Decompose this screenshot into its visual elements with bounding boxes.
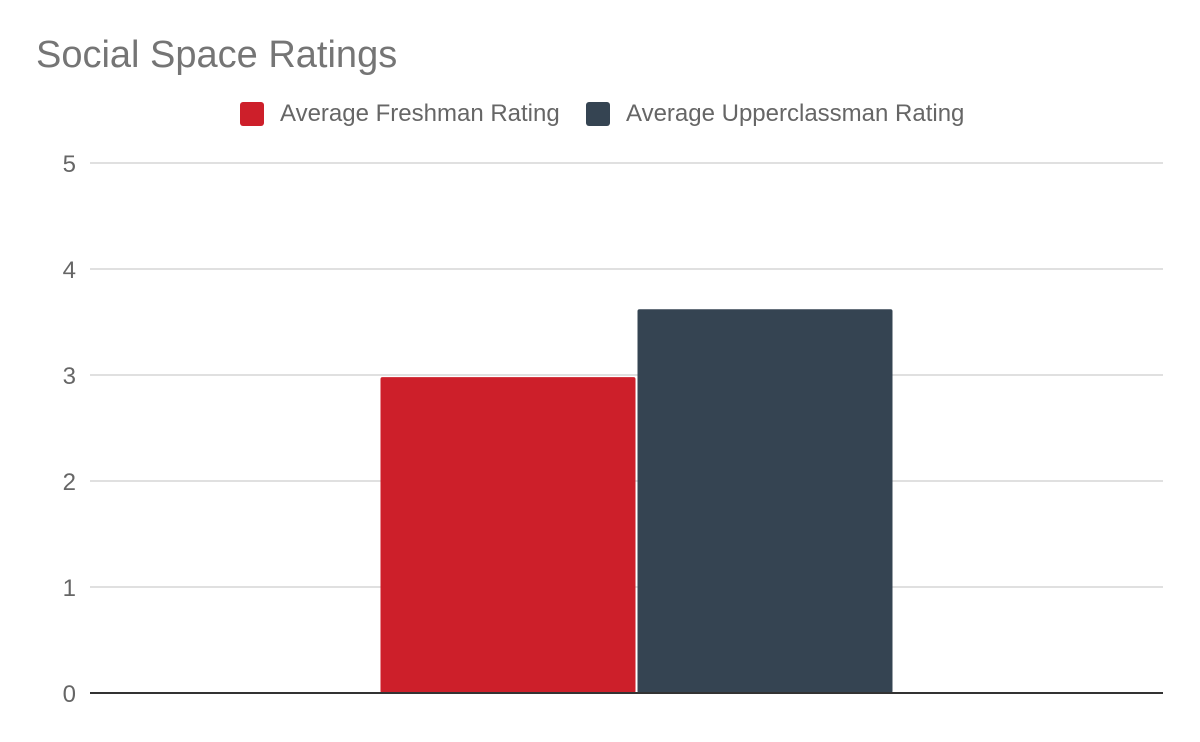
y-tick-label-0: 0 xyxy=(63,681,76,708)
legend-label-freshman: Average Freshman Rating xyxy=(280,100,560,127)
y-tick-label-4: 4 xyxy=(63,257,76,284)
legend: Average Freshman Rating Average Uppercla… xyxy=(0,96,1200,132)
legend-item-freshman: Average Freshman Rating xyxy=(240,96,560,132)
bar-upperclassman xyxy=(637,309,893,693)
legend-swatch-freshman xyxy=(240,102,264,126)
y-tick-label-2: 2 xyxy=(63,469,76,496)
y-tick-label-3: 3 xyxy=(63,363,76,390)
chart-title: Social Space Ratings xyxy=(36,34,398,76)
legend-item-upperclassman: Average Upperclassman Rating xyxy=(586,96,964,132)
legend-swatch-upperclassman xyxy=(586,102,610,126)
y-tick-label-5: 5 xyxy=(63,151,76,178)
y-tick-label-1: 1 xyxy=(63,575,76,602)
legend-label-upperclassman: Average Upperclassman Rating xyxy=(626,100,965,127)
bar-freshman xyxy=(380,377,636,693)
